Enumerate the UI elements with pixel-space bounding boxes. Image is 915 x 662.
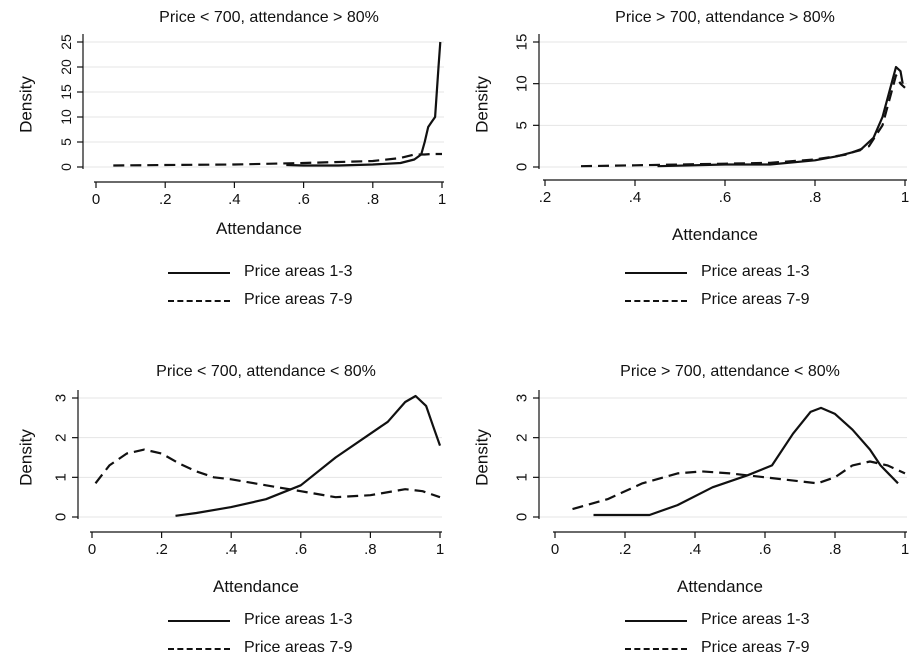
chart-title: Price > 700, attendance > 80%	[615, 9, 835, 26]
series-line-price-areas-7-9	[94, 448, 441, 499]
y-axis-label: Density	[473, 76, 492, 133]
y-tick-label: 3	[514, 394, 531, 402]
y-tick-label: 10	[58, 109, 74, 125]
x-tick-label: .2	[155, 541, 168, 558]
density-panel-top-left: 0.2.4.6.8 1 0 5 10 15 20 25 Price < 700, attenda…	[0, 0, 457, 330]
x-tick-label: .2	[539, 189, 552, 206]
legend-dashed-line-swatch	[625, 300, 687, 302]
y-tick-label: 2	[514, 433, 531, 441]
chart-title: Price < 700, attendance < 80%	[156, 363, 376, 380]
legend-item-price-areas-7-9: Price areas 7-9	[625, 286, 885, 314]
density-panel-bottom-left: 0 .2 .4 .6 .8 1 0 1 2 3 Price < 700, attendance < …	[0, 330, 457, 660]
legend-label: Price areas 1-3	[244, 611, 353, 628]
legend-dashed-line-swatch	[168, 648, 230, 650]
x-tick-label: 1	[901, 541, 909, 558]
x-tick-label: .2	[159, 191, 172, 208]
y-tick-label: 0	[514, 513, 531, 521]
x-axis-label: Attendance	[672, 225, 758, 244]
x-tick-label: .4	[225, 541, 238, 558]
y-tick-label: 3	[53, 394, 70, 402]
legend-label: Price areas 1-3	[701, 263, 810, 280]
legend-dashed-line-swatch	[625, 648, 687, 650]
y-tick-label: 0	[58, 163, 74, 171]
legend-item-price-areas-7-9: Price areas 7-9	[625, 634, 885, 662]
y-tick-label: 0	[514, 163, 531, 171]
legend-label: Price areas 7-9	[701, 639, 810, 656]
legend-item-price-areas-1-3: Price areas 1-3	[625, 606, 885, 634]
legend-top-right: Price areas 1-3 Price areas 7-9	[625, 258, 885, 314]
series-line-price-areas-1-3	[286, 41, 442, 167]
legend-solid-line-swatch	[168, 272, 230, 274]
legend-item-price-areas-7-9: Price areas 7-9	[168, 634, 428, 662]
x-tick-label: 0	[551, 541, 559, 558]
x-tick-label: .6	[759, 541, 772, 558]
legend-label: Price areas 1-3	[701, 611, 810, 628]
chart-title: Price > 700, attendance < 80%	[620, 363, 840, 380]
x-tick-label: 0	[92, 191, 100, 208]
x-tick-label: 1	[438, 191, 446, 208]
x-tick-label: .6	[719, 189, 732, 206]
x-axis-label: Attendance	[213, 577, 299, 596]
x-tick-label: 0	[88, 541, 96, 558]
x-tick-label: .8	[367, 191, 380, 208]
legend-top-left: Price areas 1-3 Price areas 7-9	[168, 258, 428, 314]
y-axis-label: Density	[17, 429, 36, 486]
series-line-price-areas-7-9	[572, 460, 906, 511]
legend-item-price-areas-1-3: Price areas 1-3	[168, 606, 428, 634]
x-axis-label: Attendance	[216, 219, 302, 238]
y-tick-label: 1	[53, 473, 70, 481]
x-tick-label: .4	[629, 189, 642, 206]
chart-title: Price < 700, attendance > 80%	[159, 9, 379, 26]
x-tick-label: .8	[829, 541, 842, 558]
x-tick-label: .4	[689, 541, 702, 558]
legend-solid-line-swatch	[625, 620, 687, 622]
y-tick-label: 5	[58, 138, 74, 146]
legend-solid-line-swatch	[625, 272, 687, 274]
y-tick-label: 20	[58, 59, 74, 75]
x-tick-label: .2	[619, 541, 632, 558]
x-tick-label: .8	[364, 541, 377, 558]
series-line-price-areas-1-3	[175, 394, 442, 517]
y-tick-label: 5	[514, 121, 531, 129]
legend-item-price-areas-7-9: Price areas 7-9	[168, 286, 428, 314]
density-chart-bottom-left: 0 .2 .4 .6 .8 1 0 1 2 3 Price < 700, attendance < …	[17, 363, 445, 596]
x-tick-label: 1	[901, 189, 909, 206]
x-tick-label: .4	[228, 191, 241, 208]
legend-dashed-line-swatch	[168, 300, 230, 302]
legend-label: Price areas 1-3	[244, 263, 353, 280]
series-line-price-areas-1-3	[593, 406, 899, 517]
density-panel-bottom-right: 0 .2 .4 .6 .8 1 0 1 2 3 Price > 700, attendance < …	[457, 330, 914, 660]
series-line-price-areas-7-9	[580, 74, 906, 168]
x-tick-label: .6	[297, 191, 310, 208]
series-line-price-areas-1-3	[657, 65, 904, 168]
y-tick-label: 1	[514, 473, 531, 481]
legend-item-price-areas-1-3: Price areas 1-3	[168, 258, 428, 286]
x-axis-label: Attendance	[677, 577, 763, 596]
legend-bottom-left: Price areas 1-3 Price areas 7-9	[168, 606, 428, 662]
legend-bottom-right: Price areas 1-3 Price areas 7-9	[625, 606, 885, 662]
density-panel-top-right: .2.4.6.8 1 0 5 10 15 Price > 700, attendance >…	[457, 0, 914, 330]
legend-item-price-areas-1-3: Price areas 1-3	[625, 258, 885, 286]
y-tick-label: 25	[58, 34, 74, 50]
series-line-price-areas-7-9	[113, 152, 442, 167]
y-axis-label: Density	[473, 429, 492, 486]
density-chart-bottom-right: 0 .2 .4 .6 .8 1 0 1 2 3 Price > 700, attendance < …	[473, 363, 910, 596]
y-tick-label: 0	[53, 513, 70, 521]
legend-label: Price areas 7-9	[701, 291, 810, 308]
legend-label: Price areas 7-9	[244, 639, 353, 656]
legend-label: Price areas 7-9	[244, 291, 353, 308]
x-tick-label: .8	[809, 189, 822, 206]
y-tick-label: 15	[514, 34, 531, 51]
y-tick-label: 10	[514, 75, 531, 92]
x-tick-label: .6	[295, 541, 308, 558]
y-tick-label: 15	[58, 84, 74, 100]
y-axis-label: Density	[17, 76, 36, 133]
x-tick-label: 1	[436, 541, 444, 558]
legend-solid-line-swatch	[168, 620, 230, 622]
y-tick-label: 2	[53, 433, 70, 441]
